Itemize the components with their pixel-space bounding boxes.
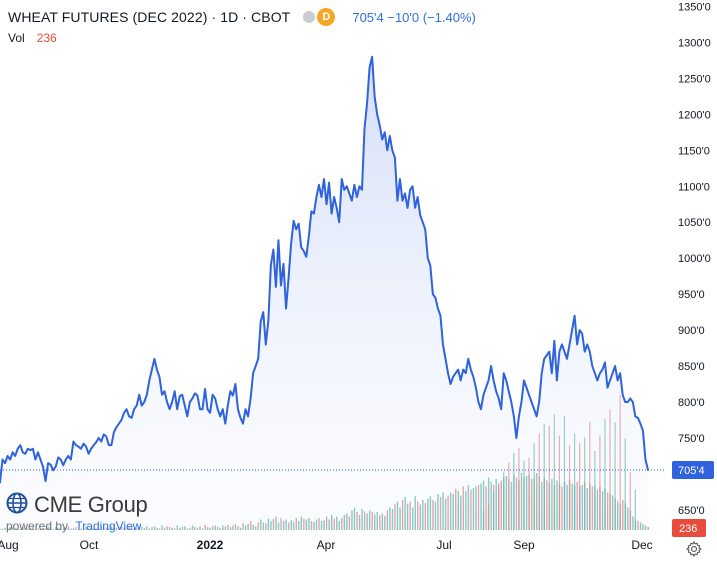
y-tick-label: 1050'0 [678, 217, 711, 229]
x-tick-label: Oct [80, 538, 99, 552]
y-tick-label: 1300'0 [678, 37, 711, 49]
last-volume-label: 236 [679, 523, 697, 535]
y-tick-label: 800'0 [678, 397, 705, 409]
volume-bar [647, 527, 649, 530]
last-volume-label-bg [672, 519, 706, 537]
cme-logo-watermark[interactable]: CME Group powered by TradingView [6, 492, 176, 534]
x-tick-label: Sep [513, 538, 535, 552]
gear-icon[interactable] [685, 540, 703, 558]
volume-label: Vol [8, 31, 25, 45]
chart-title: WHEAT FUTURES (DEC 2022) · 1D · CBOT [8, 9, 291, 25]
x-tick-label: Apr [317, 538, 336, 552]
y-tick-label: 650'0 [678, 505, 705, 517]
price-area-fill [0, 56, 648, 531]
volume-legend: Vol 236 [8, 31, 57, 45]
y-tick-label: 1000'0 [678, 253, 711, 265]
y-tick-label: 1250'0 [678, 73, 711, 85]
price-change-info: 705'4 −10'0 (−1.40%) [352, 9, 476, 25]
y-tick-label: 750'0 [678, 433, 705, 445]
x-tick-label: Dec [631, 538, 652, 552]
powered-by-tradingview: powered by TradingView [6, 519, 176, 533]
last-price-label-bg [672, 460, 714, 479]
x-tick-label: 2022 [197, 538, 224, 552]
y-tick-label: 850'0 [678, 361, 705, 373]
x-tick-label: Aug [0, 538, 19, 552]
last-price-label: 705'4 [678, 465, 705, 477]
cme-globe-icon [6, 492, 28, 519]
y-tick-label: 1350'0 [678, 1, 711, 13]
tradingview-link[interactable]: TradingView [75, 519, 142, 533]
price-line[interactable] [0, 55, 649, 484]
y-tick-label: 1150'0 [678, 145, 710, 157]
market-status-badge[interactable]: D [303, 8, 336, 26]
chart-header: WHEAT FUTURES (DEC 2022) · 1D · CBOT D 7… [8, 7, 476, 27]
y-axis: 1350'0 1300'0 1250'0 1200'0 1150'0 1100'0 1050… [678, 1, 711, 516]
x-tick-label: Jul [436, 538, 451, 552]
y-tick-label: 1200'0 [678, 109, 711, 121]
cme-brand-text: CME Group [34, 492, 148, 517]
y-tick-label: 1100'0 [678, 181, 710, 193]
x-axis: Aug Oct 2022 Apr Jul Sep Dec [0, 538, 653, 552]
y-tick-label: 950'0 [678, 289, 705, 301]
delayed-badge: D [317, 8, 336, 26]
volume-value: 236 [36, 31, 57, 45]
market-status-dot-icon [303, 11, 316, 23]
powered-by-label: powered by [6, 519, 69, 533]
y-tick-label: 900'0 [678, 325, 705, 337]
